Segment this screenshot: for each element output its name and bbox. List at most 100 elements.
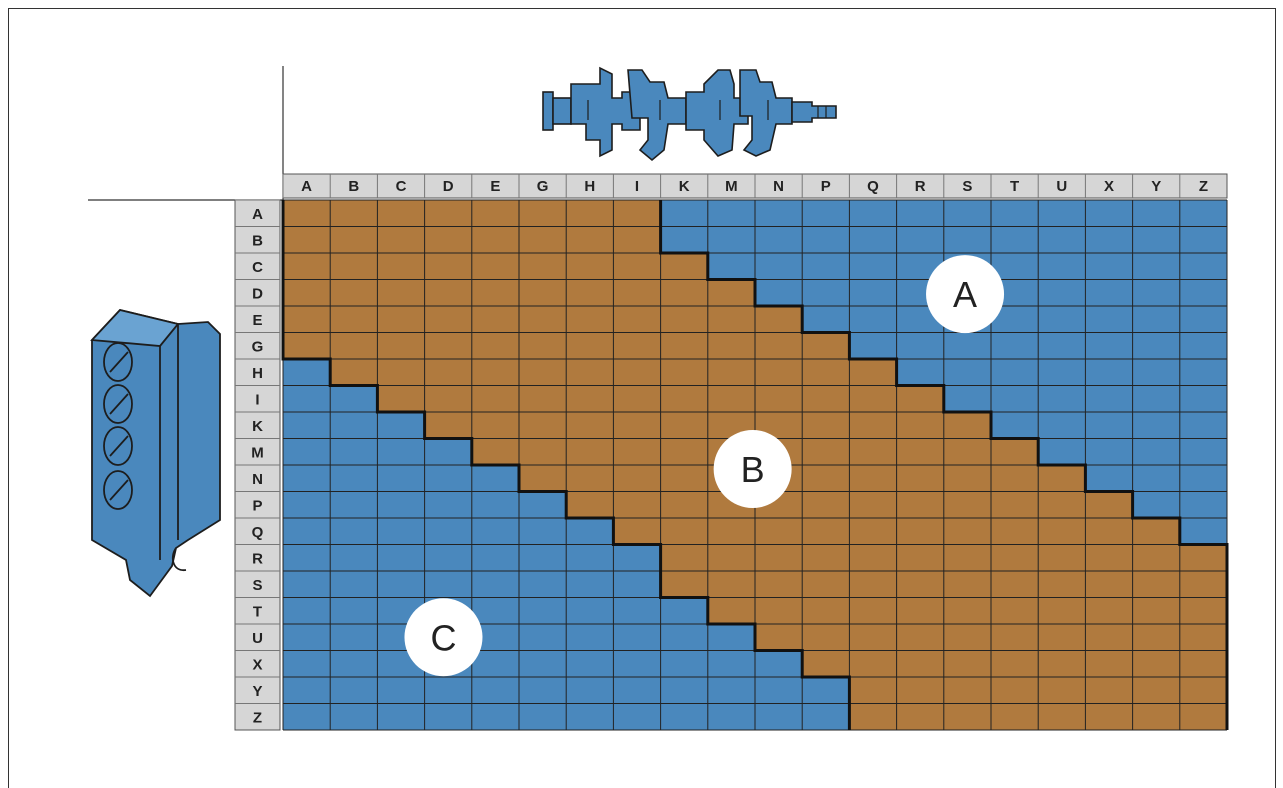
cell-y-s: [943, 677, 991, 704]
cell-y-z: [1179, 677, 1227, 704]
cell-z-a: [283, 703, 331, 730]
cell-d-u: [1038, 279, 1086, 306]
cell-q-p: [802, 518, 850, 545]
cell-r-s: [943, 544, 991, 571]
column-header-g: G: [537, 178, 549, 195]
cell-n-k: [660, 465, 708, 492]
column-header-a: A: [301, 178, 312, 195]
cell-u-z: [1179, 624, 1227, 651]
row-header-u: U: [252, 630, 263, 647]
cell-g-n: [755, 332, 803, 359]
cell-c-h: [566, 253, 614, 280]
cell-c-u: [1038, 253, 1086, 280]
cell-e-p: [802, 306, 850, 333]
column-header-u: U: [1056, 178, 1067, 195]
row-header-g: G: [252, 339, 264, 356]
cell-k-g: [519, 412, 567, 439]
cell-s-t: [991, 571, 1039, 598]
cell-u-r: [896, 624, 944, 651]
cell-e-q: [849, 306, 897, 333]
cell-y-t: [991, 677, 1039, 704]
column-header-s: S: [962, 178, 972, 195]
cell-d-i: [613, 279, 661, 306]
cell-b-k: [660, 226, 708, 253]
cell-c-n: [755, 253, 803, 280]
cell-n-c: [377, 465, 425, 492]
cell-e-c: [377, 306, 425, 333]
cell-d-e: [471, 279, 519, 306]
cell-i-i: [613, 385, 661, 412]
cell-a-z: [1179, 200, 1227, 227]
cell-a-y: [1132, 200, 1180, 227]
cell-m-p: [802, 438, 850, 465]
cell-b-b: [330, 226, 378, 253]
cell-z-g: [519, 703, 567, 730]
cell-e-n: [755, 306, 803, 333]
cell-t-s: [943, 597, 991, 624]
cell-c-x: [1085, 253, 1133, 280]
cell-m-t: [991, 438, 1039, 465]
cell-a-c: [377, 200, 425, 227]
cell-k-c: [377, 412, 425, 439]
figure-frame: [8, 8, 1276, 788]
cell-m-b: [330, 438, 378, 465]
column-header-e: E: [490, 178, 500, 195]
cell-s-r: [896, 571, 944, 598]
cell-c-z: [1179, 253, 1227, 280]
cell-h-d: [424, 359, 472, 386]
cell-b-x: [1085, 226, 1133, 253]
row-header-x: X: [252, 657, 262, 674]
cell-g-h: [566, 332, 614, 359]
column-header-c: C: [396, 178, 407, 195]
cell-c-k: [660, 253, 708, 280]
cell-a-a: [283, 200, 331, 227]
row-header-m: M: [251, 445, 264, 462]
cell-t-e: [471, 597, 519, 624]
cell-g-m: [707, 332, 755, 359]
cell-i-e: [471, 385, 519, 412]
cell-r-i: [613, 544, 661, 571]
cell-h-y: [1132, 359, 1180, 386]
cell-t-i: [613, 597, 661, 624]
cell-q-q: [849, 518, 897, 545]
zone-c-circle: [404, 598, 483, 677]
cell-h-q: [849, 359, 897, 386]
cell-g-i: [613, 332, 661, 359]
cell-d-k: [660, 279, 708, 306]
cell-q-t: [991, 518, 1039, 545]
cell-x-t: [991, 650, 1039, 677]
cell-q-a: [283, 518, 331, 545]
cell-q-k: [660, 518, 708, 545]
cell-p-c: [377, 491, 425, 518]
cell-c-p: [802, 253, 850, 280]
cell-a-g: [519, 200, 567, 227]
cell-y-p: [802, 677, 850, 704]
cell-g-y: [1132, 332, 1180, 359]
cell-n-x: [1085, 465, 1133, 492]
column-header-z: Z: [1199, 178, 1208, 195]
cell-b-g: [519, 226, 567, 253]
zone-labels: A B C: [404, 255, 1005, 677]
cell-u-a: [283, 624, 331, 651]
cell-g-b: [330, 332, 378, 359]
cell-q-x: [1085, 518, 1133, 545]
cell-p-e: [471, 491, 519, 518]
cell-u-u: [1038, 624, 1086, 651]
cell-c-e: [471, 253, 519, 280]
cell-p-s: [943, 491, 991, 518]
cell-u-s: [943, 624, 991, 651]
cell-a-p: [802, 200, 850, 227]
cell-t-t: [991, 597, 1039, 624]
cell-s-m: [707, 571, 755, 598]
cell-p-r: [896, 491, 944, 518]
cell-t-x: [1085, 597, 1133, 624]
cell-u-b: [330, 624, 378, 651]
cell-r-b: [330, 544, 378, 571]
row-header-r: R: [252, 551, 263, 568]
cell-q-y: [1132, 518, 1180, 545]
cell-e-h: [566, 306, 614, 333]
cell-u-i: [613, 624, 661, 651]
cell-p-g: [519, 491, 567, 518]
cell-k-r: [896, 412, 944, 439]
cell-e-g: [519, 306, 567, 333]
